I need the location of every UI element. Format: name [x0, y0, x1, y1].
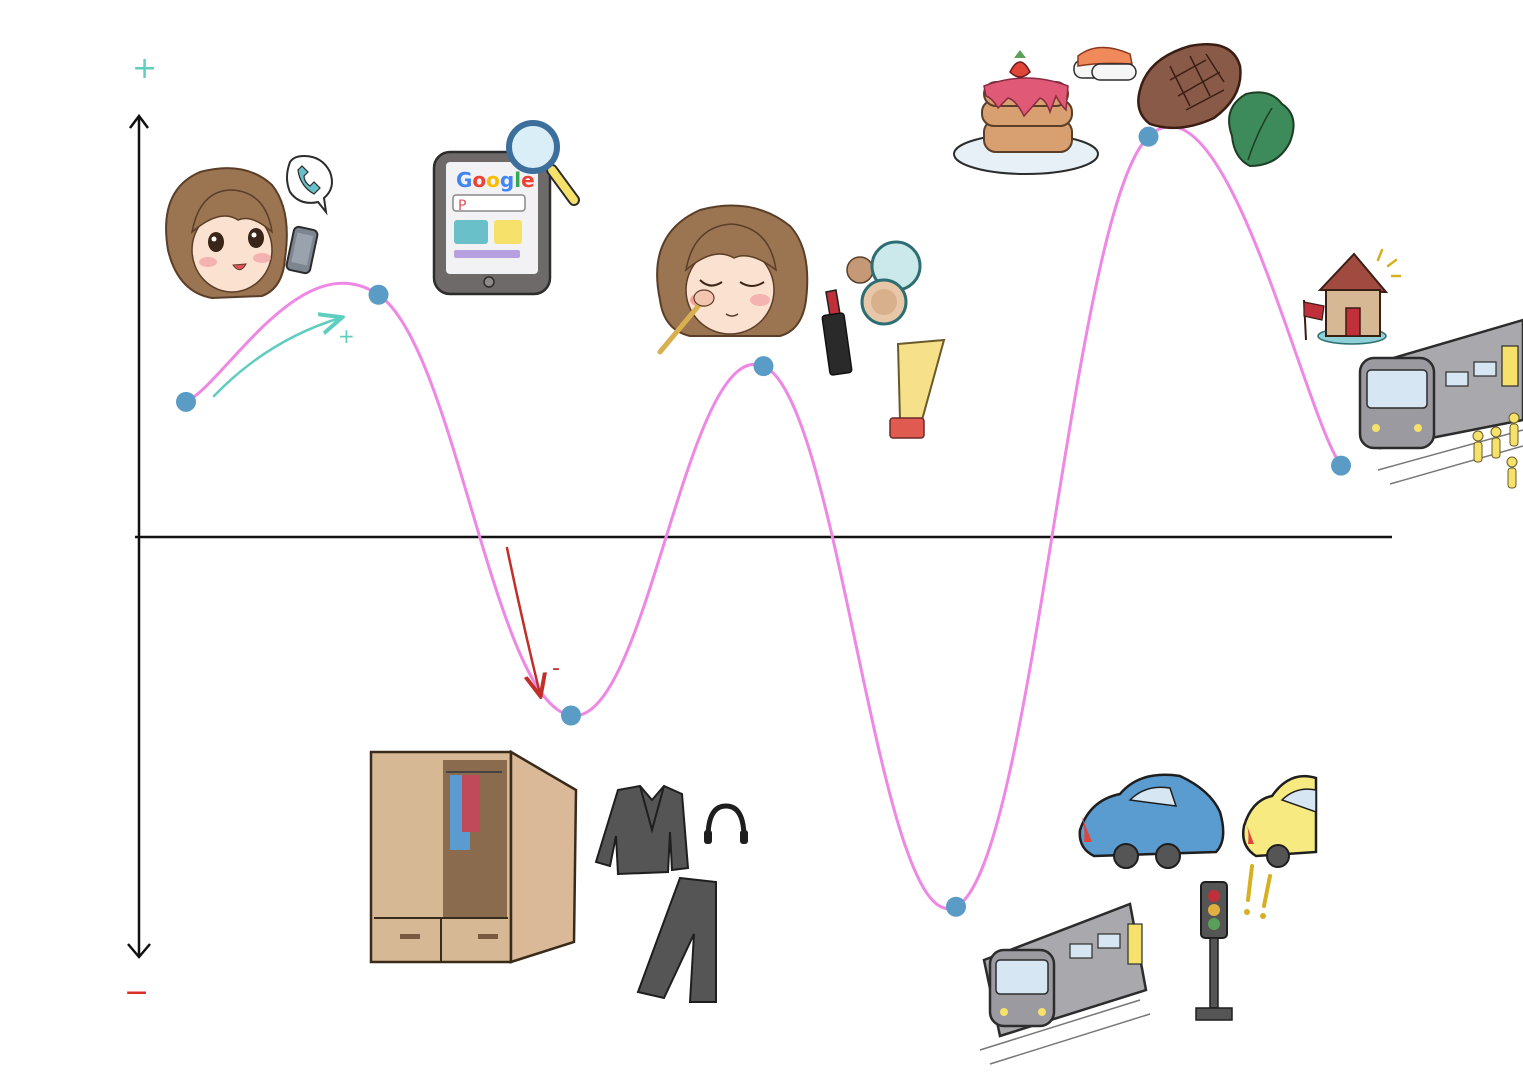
blue-car-icon: [1078, 773, 1225, 869]
curve-point-go-home: [1331, 455, 1351, 476]
cream-tube-icon: [889, 338, 946, 439]
phone-call-bubble-icon: [286, 154, 333, 216]
rise-arrow: [212, 318, 340, 398]
steak-icon: [1137, 42, 1242, 130]
girl-makeup-icon: [656, 204, 809, 355]
jacket-icon: [594, 784, 690, 876]
wardrobe-icon: [369, 749, 578, 964]
house-icon: [1303, 248, 1402, 345]
fall-arrow: [505, 546, 540, 694]
sushi-icon: [1073, 46, 1137, 81]
trousers-icon: [636, 876, 717, 1003]
lipstick-icon: [821, 289, 853, 376]
curve-point-wake-up-phone: [176, 391, 196, 412]
curve-point-choose-outfit: [561, 705, 581, 726]
axes: [127, 113, 1392, 959]
tablet-search-brand: Google: [456, 168, 535, 192]
pancake-icon: [953, 50, 1099, 175]
lettuce-icon: [1228, 91, 1295, 168]
traffic-light-icon: [1195, 881, 1233, 1021]
yellow-car-icon: [1242, 774, 1318, 868]
axis-plus-label: +: [132, 51, 158, 86]
curve-point-commute-traffic: [946, 896, 966, 917]
axis-minus-label: −: [124, 975, 150, 1010]
y-axis-bottom-arrow: [127, 943, 151, 959]
curve-point-browse-online: [368, 284, 389, 305]
search-box-text: P: [458, 198, 466, 214]
curve-point-makeup: [753, 356, 774, 377]
fall-annotation-label: -: [552, 656, 560, 681]
alert-marks-icon: [1244, 864, 1272, 919]
girl-with-phone-icon: [165, 167, 319, 300]
rise-annotation-label: +: [338, 324, 355, 348]
headphones-icon: [704, 803, 748, 844]
curve-point-eat-out: [1138, 126, 1159, 147]
compact-icon: [846, 240, 922, 326]
y-axis-top-arrow: [129, 113, 149, 129]
train-icon: [979, 902, 1151, 1065]
magnifier-icon: [506, 120, 580, 206]
crowd-icon: [1472, 412, 1520, 489]
curve-points: [176, 126, 1351, 917]
train-icon: [1358, 318, 1523, 485]
tablet-search-icon: Google P: [432, 150, 552, 296]
